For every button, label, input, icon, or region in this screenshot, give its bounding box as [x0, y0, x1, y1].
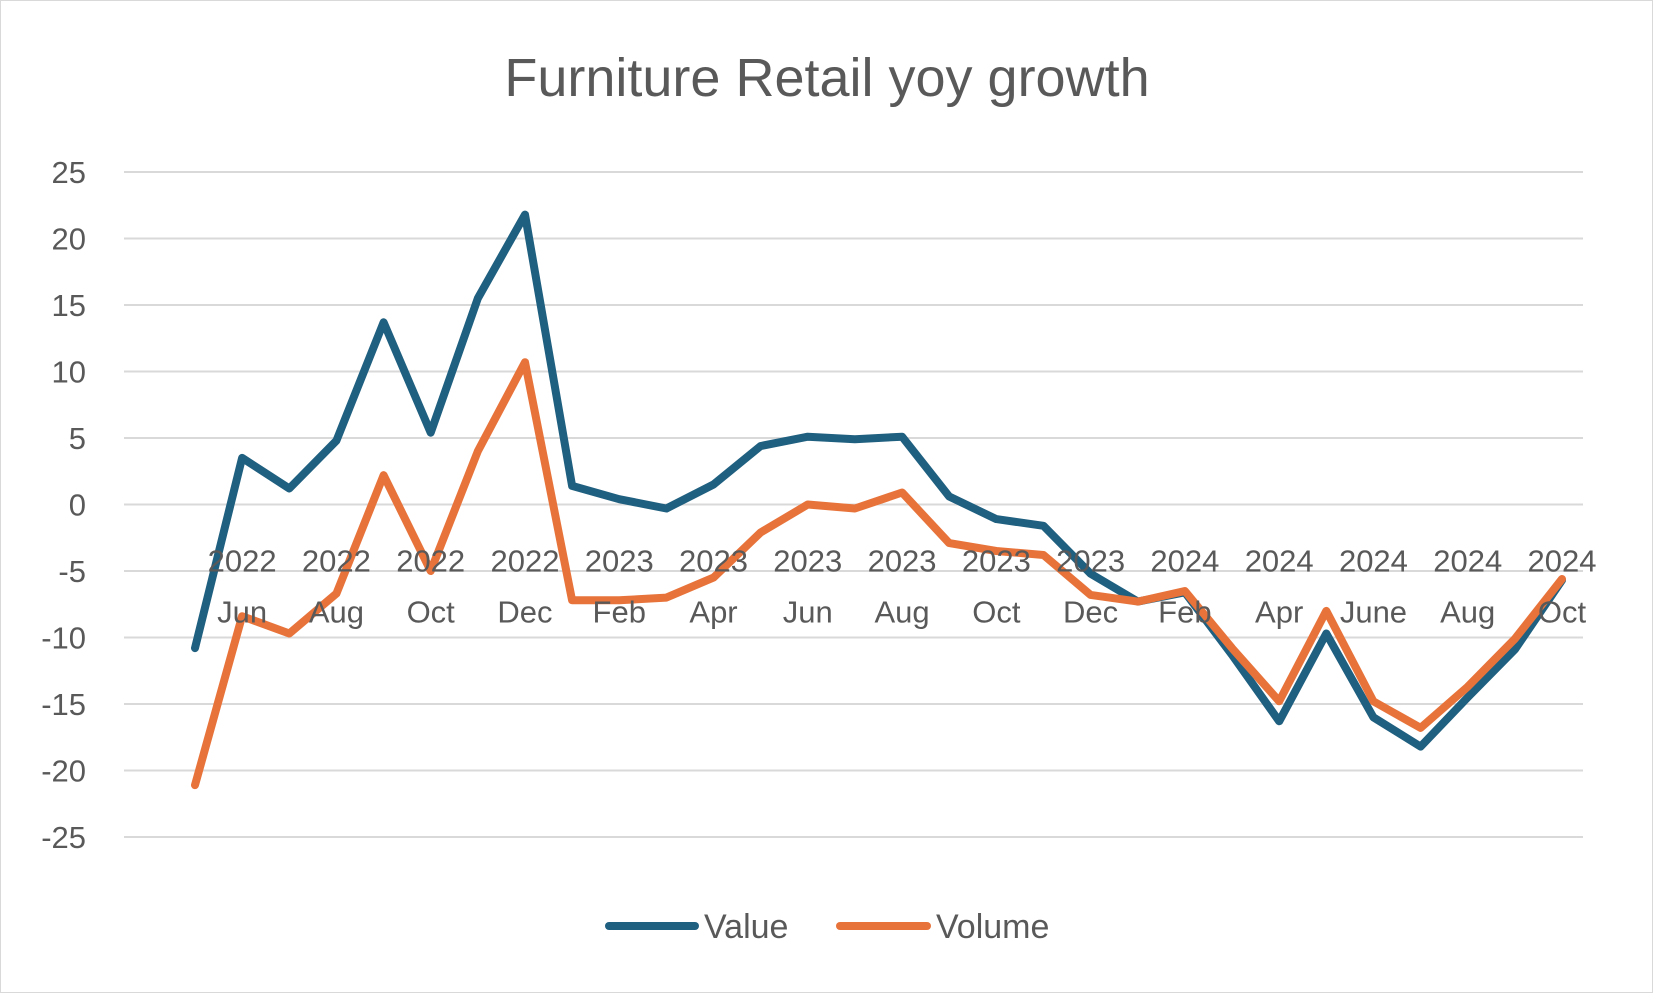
x-tick-label: 2024 June: [1339, 544, 1408, 630]
y-tick-label: -5: [58, 554, 86, 589]
x-tick-label: 2022 Jun: [208, 544, 277, 630]
y-axis-ticks: 25 20 15 10 5 0 -5 -10 -15 -20 -25: [41, 155, 86, 855]
y-tick-label: 20: [52, 222, 86, 257]
y-tick-label: -25: [41, 820, 86, 855]
x-tick-label: 2024 Oct: [1528, 544, 1597, 630]
x-tick-label: 2023 Jun: [773, 544, 842, 630]
y-tick-label: 15: [52, 288, 86, 323]
chart-title: Furniture Retail yoy growth: [504, 48, 1149, 108]
series-lines: [191, 210, 1566, 790]
x-tick-label: 2024 Apr: [1245, 544, 1314, 630]
x-tick-label: 2023 Oct: [962, 544, 1031, 630]
x-axis-labels: 2022 Jun 2022 Aug 2022 Oct 2022 Dec 2023 Feb 2023 A…: [208, 544, 1597, 630]
y-tick-label: -15: [41, 687, 86, 722]
legend-label-value: Value: [704, 908, 788, 946]
x-tick-label: 2023 Dec: [1056, 544, 1125, 630]
series-line-value: [191, 210, 1566, 751]
x-tick-label: 2024 Aug: [1433, 544, 1502, 630]
y-tick-label: -20: [41, 754, 86, 789]
y-tick-label: 25: [52, 155, 86, 190]
y-tick-label: -10: [41, 621, 86, 656]
y-tick-label: 10: [52, 355, 86, 390]
x-tick-label: 2023 Feb: [585, 544, 654, 630]
x-tick-label: 2023 Aug: [868, 544, 937, 630]
y-tick-label: 0: [69, 488, 86, 523]
series-line-volume: [191, 358, 1566, 790]
legend-label-volume: Volume: [936, 908, 1049, 946]
x-tick-label: 2022 Dec: [490, 544, 559, 630]
x-tick-label: 2022 Aug: [302, 544, 371, 630]
x-tick-label: 2024 Feb: [1150, 544, 1219, 630]
x-tick-label: 2023 Apr: [679, 544, 748, 630]
legend: Value Volume: [605, 908, 1049, 946]
y-tick-label: 5: [69, 421, 86, 456]
x-tick-label: 2022 Oct: [396, 544, 465, 630]
